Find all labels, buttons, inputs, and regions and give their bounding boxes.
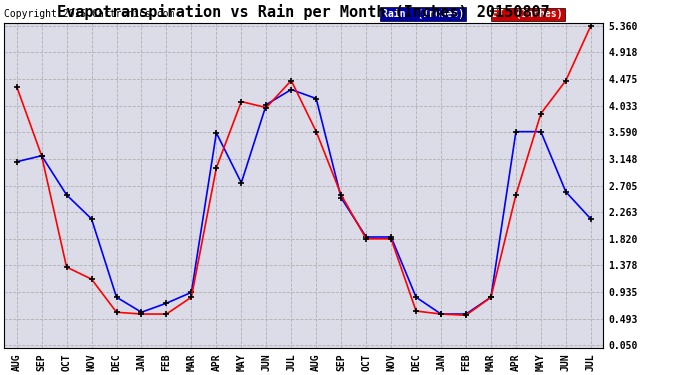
Rain  (Inches): [312, 96, 320, 101]
ET  (Inches): [537, 111, 545, 116]
Rain  (Inches): [487, 295, 495, 299]
ET  (Inches): [137, 312, 146, 316]
Rain  (Inches): [187, 290, 195, 295]
ET  (Inches): [362, 237, 371, 241]
ET  (Inches): [512, 193, 520, 197]
Rain  (Inches): [88, 217, 96, 221]
Rain  (Inches): [387, 235, 395, 239]
ET  (Inches): [562, 78, 570, 83]
Rain  (Inches): [137, 310, 146, 315]
Rain  (Inches): [512, 129, 520, 134]
ET  (Inches): [162, 312, 170, 316]
Text: Copyright 2015 Cartronics.com: Copyright 2015 Cartronics.com: [4, 9, 175, 20]
ET  (Inches): [213, 165, 221, 170]
ET  (Inches): [312, 129, 320, 134]
Text: ET  (Inches): ET (Inches): [493, 9, 563, 20]
ET  (Inches): [412, 309, 420, 313]
ET  (Inches): [337, 193, 345, 197]
Rain  (Inches): [287, 87, 295, 92]
Title: Evapotranspiration vs Rain per Month (Inches) 20150807: Evapotranspiration vs Rain per Month (In…: [57, 4, 550, 20]
ET  (Inches): [187, 295, 195, 299]
Rain  (Inches): [112, 295, 121, 299]
Rain  (Inches): [62, 193, 70, 197]
ET  (Inches): [88, 277, 96, 281]
Line: ET  (Inches): ET (Inches): [13, 22, 594, 319]
Rain  (Inches): [37, 153, 46, 158]
Rain  (Inches): [562, 190, 570, 194]
ET  (Inches): [586, 24, 595, 28]
Rain  (Inches): [462, 312, 470, 316]
ET  (Inches): [262, 105, 270, 110]
Rain  (Inches): [362, 235, 371, 239]
Text: Rain  (Inches): Rain (Inches): [382, 9, 464, 20]
Rain  (Inches): [262, 102, 270, 107]
Rain  (Inches): [12, 159, 21, 164]
ET  (Inches): [462, 313, 470, 318]
Line: Rain  (Inches): Rain (Inches): [13, 86, 594, 318]
ET  (Inches): [37, 153, 46, 158]
Rain  (Inches): [162, 301, 170, 306]
ET  (Inches): [487, 295, 495, 299]
ET  (Inches): [437, 312, 445, 316]
ET  (Inches): [12, 84, 21, 89]
Rain  (Inches): [586, 217, 595, 221]
Rain  (Inches): [213, 130, 221, 135]
ET  (Inches): [387, 237, 395, 241]
Rain  (Inches): [337, 196, 345, 200]
ET  (Inches): [62, 265, 70, 269]
ET  (Inches): [112, 310, 121, 315]
Rain  (Inches): [537, 129, 545, 134]
Rain  (Inches): [237, 181, 246, 185]
ET  (Inches): [287, 78, 295, 83]
Rain  (Inches): [437, 312, 445, 316]
ET  (Inches): [237, 99, 246, 104]
Rain  (Inches): [412, 295, 420, 299]
